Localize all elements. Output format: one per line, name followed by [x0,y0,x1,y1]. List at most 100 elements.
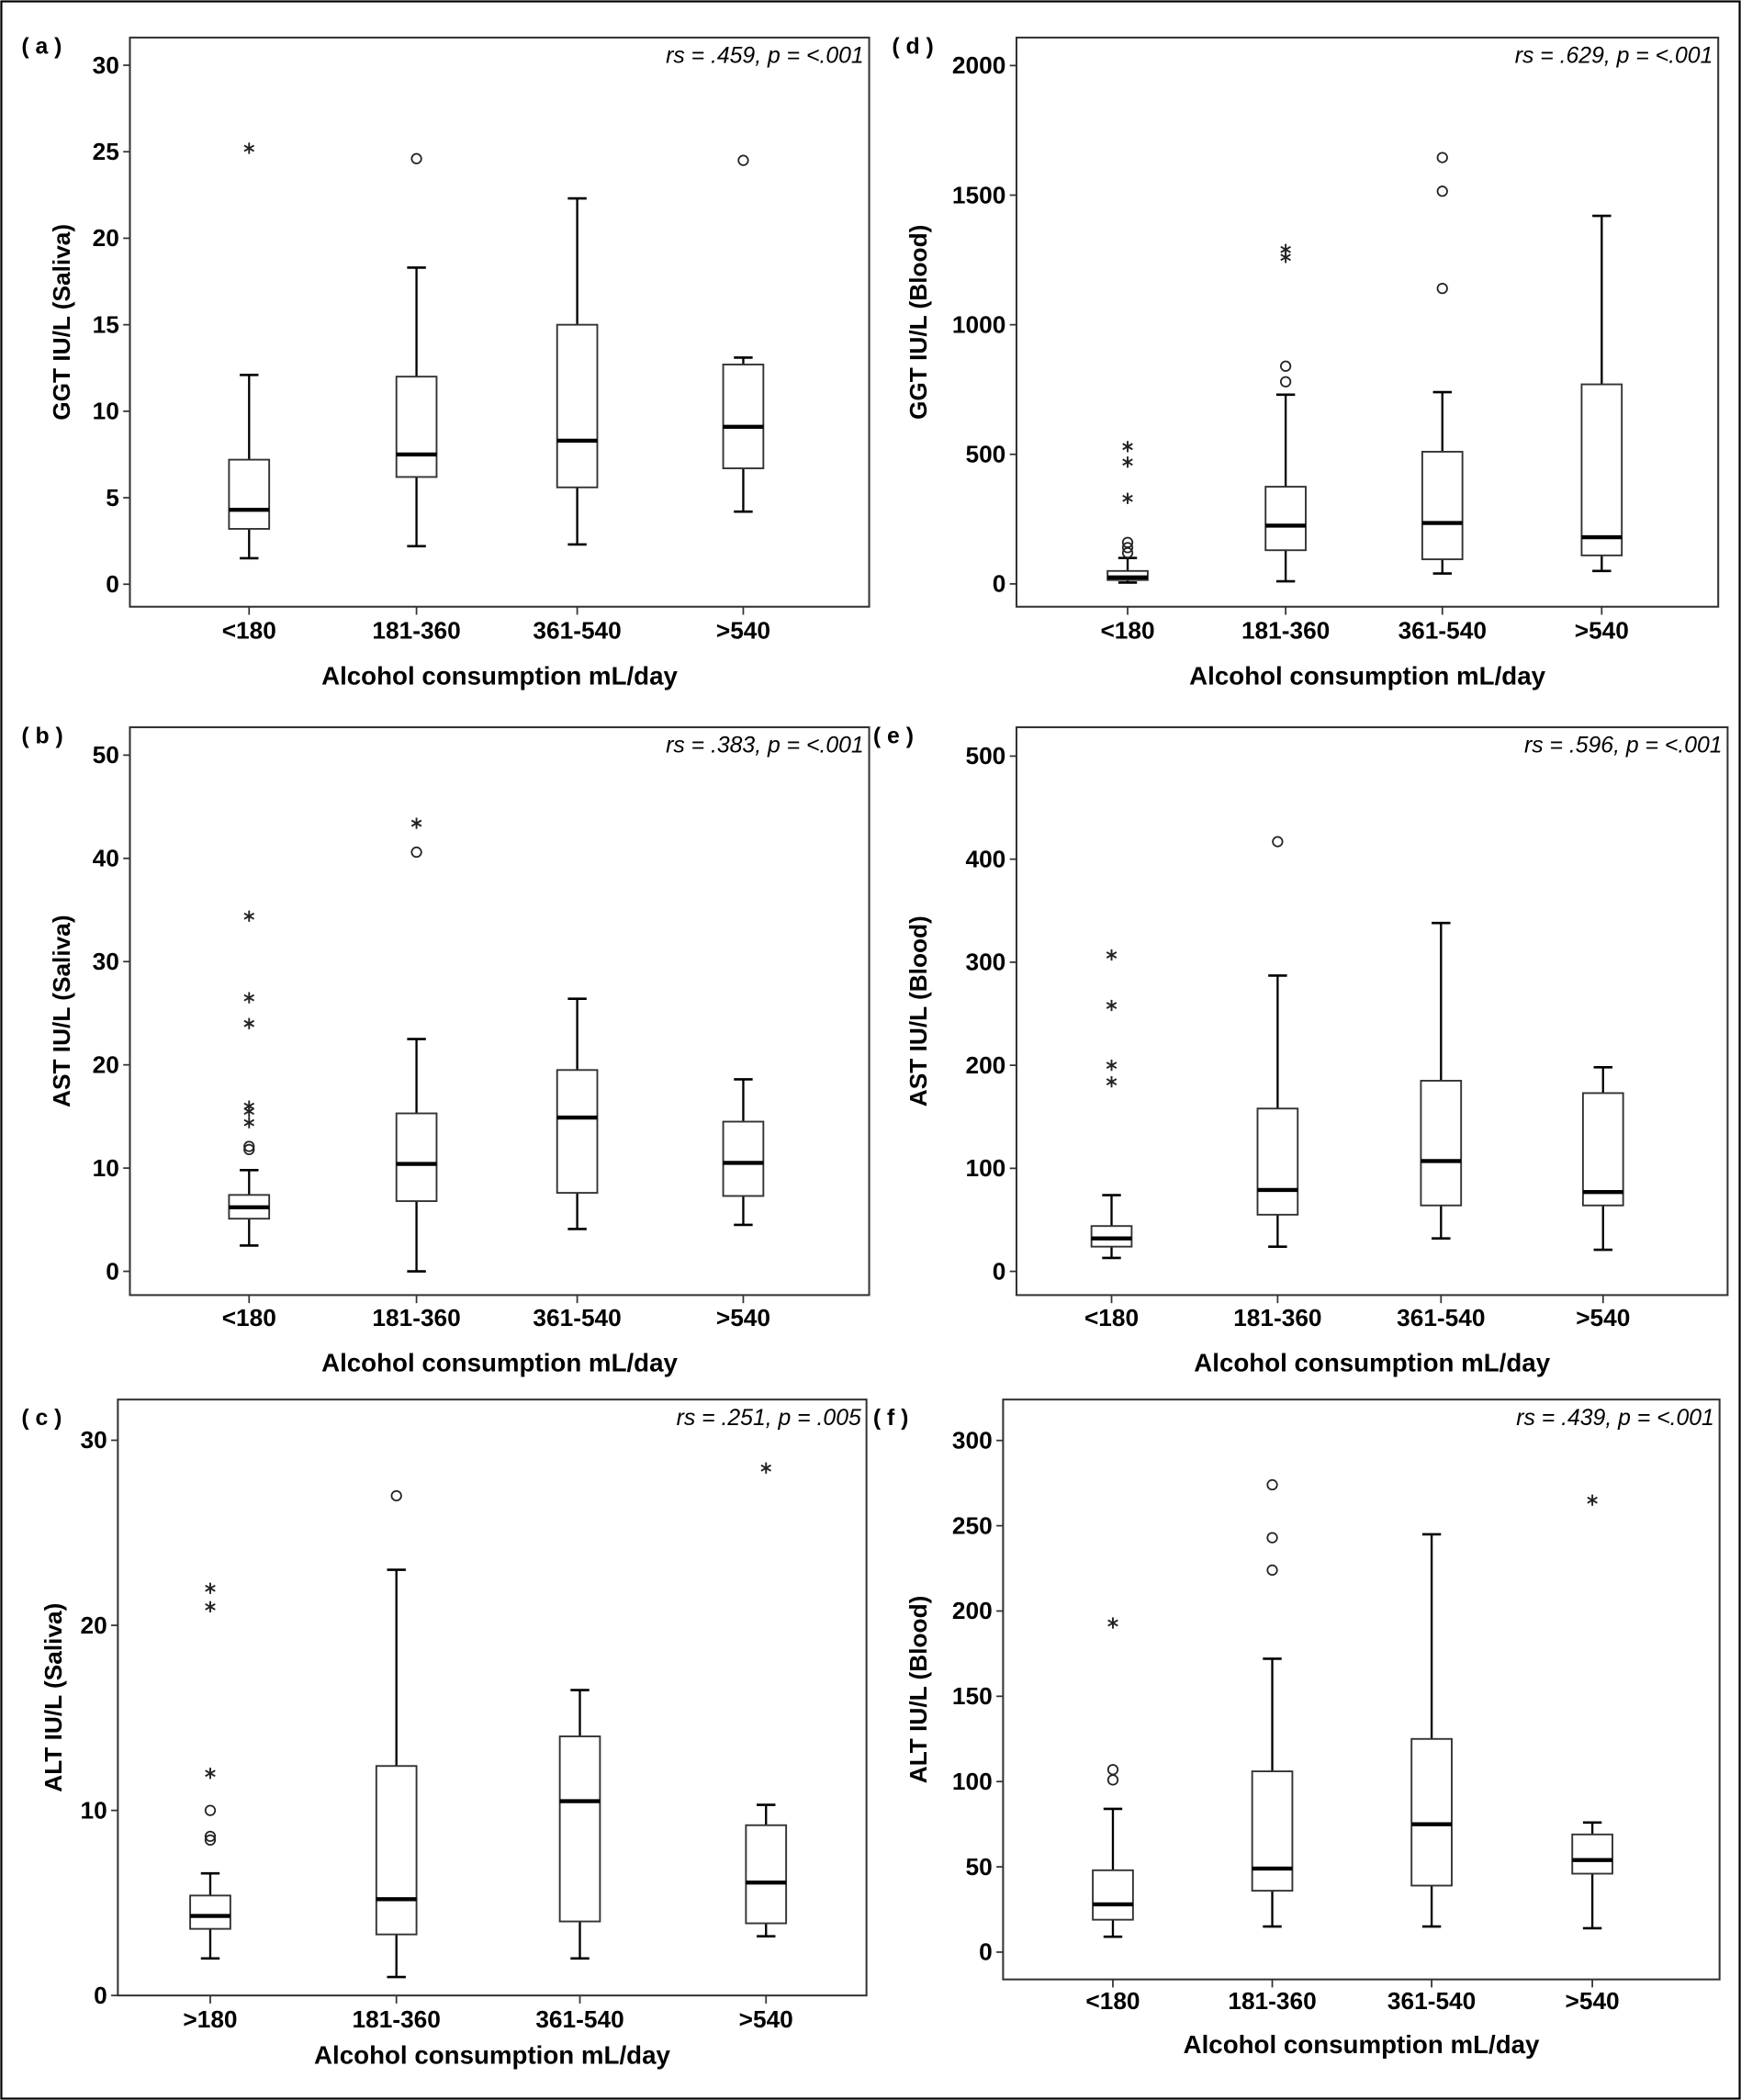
x-tick-label: 181-360 [372,1304,460,1331]
y-tick-label: 200 [952,1597,993,1624]
extreme-point [1122,456,1133,468]
x-tick-label: >540 [739,2005,793,2033]
x-tick-label: <180 [222,1304,276,1331]
box-3 [745,1462,788,1937]
y-tick-label: 20 [93,224,119,252]
x-tick-label: <180 [1085,1987,1140,2015]
y-tick-label: 200 [965,1051,1005,1079]
y-tick-label: 5 [106,484,119,511]
extreme-point [1106,999,1118,1012]
x-axis-title: Alcohol consumption mL/day [1184,2030,1540,2059]
extreme-point [1280,243,1291,255]
panel-b: ( b ) rs = .383, p = <.001 AST IU/L (Saliv… [21,724,870,1377]
box-1 [1264,243,1307,583]
panel-a: ( a ) rs = .459, p = <.001 GGT IU/L (Saliv… [21,34,870,690]
box-2 [558,1689,601,1960]
x-tick-label: >540 [1575,617,1629,645]
box-2 [1410,1533,1453,1928]
outlier-point [390,1489,402,1502]
x-axis-title: Alcohol consumption mL/day [321,1349,678,1377]
panels: ( a ) rs = .459, p = <.001 GGT IU/L (Saliv… [21,34,1729,2070]
extreme-point [243,142,255,154]
y-axis-title: GGT IU/L (Saliva) [48,224,75,421]
y-axis-title: AST IU/L (Saliva) [48,915,75,1107]
box-0 [228,910,271,1247]
y-tick-label: 150 [952,1682,993,1710]
y-tick-label: 500 [965,441,1005,468]
y-tick-label: 50 [966,1853,993,1881]
correlation-annotation: rs = .459, p = <.001 [666,44,864,69]
y-tick-label: 10 [93,1154,119,1182]
box-0 [1090,949,1133,1260]
y-tick-label: 30 [93,948,119,975]
iqr-box [189,1894,231,1930]
outlier-point [737,154,749,166]
y-tick-label: 30 [80,1426,107,1454]
outlier-point [204,1830,217,1842]
y-tick-label: 250 [952,1511,993,1539]
x-tick-label: 361-540 [1398,617,1487,645]
x-tick-label: 181-360 [1241,617,1330,645]
extreme-point [243,1100,255,1112]
panel-c: ( c ) rs = .251, p = .005 ALT IU/L (Saliva… [21,1398,868,2070]
y-tick-label: 20 [93,1050,119,1078]
x-tick-label: 181-360 [372,617,460,645]
extreme-point [760,1462,772,1474]
outlier-point [1106,1764,1119,1776]
x-tick-label: 361-540 [533,617,621,645]
iqr-box [556,1069,599,1195]
y-axis-title: ALT IU/L (Saliva) [39,1603,67,1792]
extreme-point [243,992,255,1004]
iqr-box [375,1765,418,1936]
iqr-box [722,364,765,469]
outlier-point [1121,542,1134,554]
x-tick-label: >180 [183,2005,237,2033]
plot-frame [1015,725,1729,1297]
box-3 [1571,1494,1613,1930]
x-axis-title: Alcohol consumption mL/day [321,661,678,690]
outlier-point [1266,1478,1278,1491]
x-tick-label: 361-540 [1397,1304,1485,1331]
y-tick-label: 0 [106,570,119,598]
box-2 [556,997,599,1230]
iqr-box [556,323,599,489]
y-tick-label: 50 [93,741,119,769]
outlier-point [243,1143,255,1155]
extreme-point [243,1117,255,1129]
outlier-point [1436,152,1448,163]
y-tick-label: 100 [965,1154,1005,1182]
y-tick-label: 0 [993,1257,1006,1285]
x-tick-label: >540 [716,1304,770,1331]
y-tick-label: 300 [965,949,1005,976]
y-tick-label: 500 [965,742,1005,769]
x-tick-label: >540 [1566,1987,1620,2015]
y-tick-label: 1000 [952,310,1005,338]
x-tick-label: 181-360 [1228,1987,1316,2015]
box-2 [1420,921,1463,1240]
box-2 [556,197,599,546]
outlier-point [204,1804,217,1816]
x-tick-label: <180 [1100,617,1154,645]
y-tick-label: 15 [93,310,119,338]
outlier-point [410,846,422,859]
extreme-point [205,1582,216,1594]
correlation-annotation: rs = .596, p = <.001 [1524,734,1723,758]
extreme-point [1107,1617,1118,1629]
y-tick-label: 1500 [952,181,1005,208]
iqr-box [1251,1770,1294,1892]
iqr-box [1581,1092,1624,1207]
y-tick-label: 20 [80,1611,107,1639]
box-3 [722,154,765,513]
outlier-point [1279,360,1292,372]
iqr-box [395,376,438,478]
correlation-annotation: rs = .439, p = <.001 [1516,1406,1714,1431]
box-1 [1256,836,1299,1248]
outlier-point [1436,185,1448,197]
x-tick-label: 181-360 [1233,1304,1321,1331]
iqr-box [1410,1737,1453,1887]
x-axis-title: Alcohol consumption mL/day [314,2041,670,2070]
iqr-box [1571,1833,1613,1875]
x-tick-label: <180 [1084,1304,1139,1331]
